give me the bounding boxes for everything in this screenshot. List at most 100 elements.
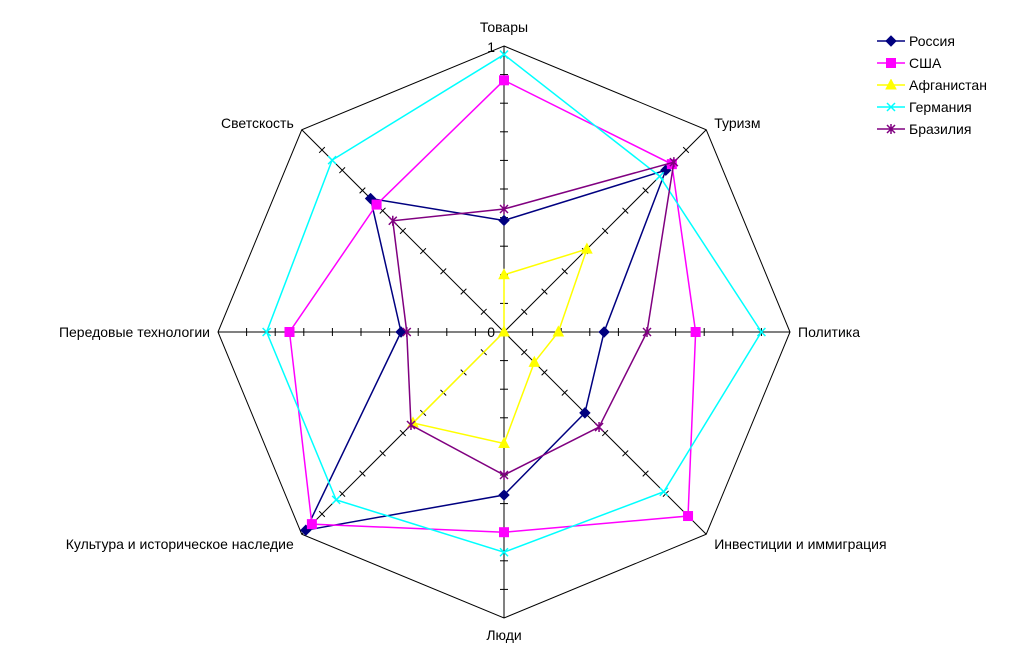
- axis-tick: [339, 167, 346, 174]
- axis-tick: [561, 389, 568, 396]
- legend-swatch: [877, 124, 905, 134]
- data-point-афганистан: [498, 436, 510, 449]
- data-point-россия: [885, 35, 897, 47]
- axis-tick: [379, 207, 386, 214]
- data-point-германия: [659, 487, 669, 497]
- data-point-германия: [262, 327, 272, 337]
- radar-frame: [217, 45, 791, 619]
- legend-label: Германия: [909, 99, 972, 115]
- data-point-германия: [886, 102, 896, 112]
- series-германия: [262, 50, 766, 557]
- data-point-россия: [395, 326, 407, 338]
- axis-tick: [318, 146, 326, 154]
- legend-swatch: [877, 58, 905, 68]
- data-point-сша: [499, 75, 509, 86]
- data-point-германия: [331, 495, 341, 505]
- data-point-бразилия: [388, 215, 398, 226]
- data-point-афганистан: [528, 355, 541, 367]
- axis-tick: [399, 429, 407, 437]
- data-point-россия: [579, 407, 591, 419]
- data-point-сша: [683, 511, 694, 522]
- axis-label-2: Туризм: [714, 115, 760, 131]
- data-point-сша: [371, 199, 382, 210]
- axis-tick: [359, 187, 366, 194]
- data-point-германия: [655, 171, 665, 181]
- axis-tick: [318, 510, 326, 518]
- data-point-германия: [756, 327, 766, 337]
- axis-tick: [622, 450, 629, 457]
- data-point-сша: [284, 327, 295, 337]
- series-россия: [300, 164, 672, 536]
- axis-tick: [480, 308, 487, 315]
- data-point-бразилия: [402, 327, 412, 337]
- tick-label-min: 0: [487, 324, 495, 340]
- data-point-бразилия: [499, 470, 509, 480]
- data-point-сша: [690, 327, 701, 337]
- data-point-германия: [327, 155, 337, 165]
- legend-label: Россия: [909, 33, 955, 49]
- data-point-сша: [306, 519, 317, 530]
- axis-tick: [521, 308, 528, 315]
- legend-label: Бразилия: [909, 121, 972, 137]
- legend-item-россия: Россия: [875, 30, 987, 52]
- axis-tick: [601, 429, 609, 437]
- axis-tick: [622, 207, 629, 214]
- data-point-россия: [498, 214, 510, 227]
- series-line-германия: [265, 53, 763, 554]
- data-point-германия: [499, 50, 509, 60]
- legend-item-афганистан: Афганистан: [875, 74, 987, 96]
- data-point-афганистан: [498, 325, 510, 337]
- legend-swatch: [877, 102, 905, 112]
- data-point-бразилия: [594, 422, 604, 433]
- axis-label-7: Передовые технологии: [59, 324, 210, 340]
- data-point-сша: [499, 527, 509, 538]
- axis-label-6: Культура и историческое наследие: [66, 536, 294, 552]
- data-point-афганистан: [498, 268, 510, 280]
- axis-tick: [642, 470, 649, 477]
- axis-label-1: Товары: [480, 19, 528, 35]
- data-point-афганистан: [581, 242, 593, 254]
- series-афганистан: [407, 242, 593, 449]
- axis-tick: [399, 227, 407, 235]
- axis-tick: [521, 349, 528, 356]
- series-бразилия: [388, 157, 679, 480]
- data-point-афганистан: [885, 79, 897, 90]
- legend-item-сша: США: [875, 52, 987, 74]
- data-point-бразилия: [499, 204, 509, 215]
- legend-label: США: [909, 55, 942, 71]
- tick-label-max: 1: [487, 39, 495, 55]
- axis-tick: [359, 470, 366, 477]
- axis-tick: [541, 288, 548, 295]
- axis-tick: [682, 146, 690, 154]
- data-point-бразилия: [886, 124, 896, 134]
- axis-label-5: Люди: [486, 627, 521, 643]
- axis-tick: [541, 369, 548, 376]
- axis-tick: [601, 227, 609, 235]
- axis-tick: [440, 268, 447, 275]
- axis-tick: [419, 247, 427, 255]
- axis-tick: [379, 450, 386, 457]
- legend-swatch: [877, 79, 905, 90]
- legend-item-германия: Германия: [875, 96, 987, 118]
- data-point-сша: [886, 58, 896, 68]
- axis-tick: [561, 268, 568, 275]
- data-point-бразилия: [406, 420, 416, 431]
- data-point-бразилия: [669, 157, 679, 168]
- axis-label-4: Инвестиции и иммиграция: [714, 536, 886, 552]
- data-point-россия: [498, 489, 510, 501]
- axis-label-8: Светскость: [221, 115, 294, 131]
- legend: Россия США Афганистан Германия Бразилия: [875, 30, 987, 140]
- legend-label: Афганистан: [909, 77, 987, 93]
- data-point-бразилия: [642, 327, 652, 337]
- data-point-германия: [499, 547, 509, 557]
- axis-label-3: Политика: [798, 324, 860, 340]
- axis-tick: [642, 187, 649, 194]
- axis-tick: [460, 288, 467, 295]
- axis-labels: 0 1 Товары Туризм Политика Инвестиции и иммиг…: [59, 19, 887, 643]
- series-сша: [284, 75, 701, 538]
- legend-swatch: [877, 35, 905, 47]
- data-point-россия: [598, 326, 610, 338]
- series-line-афганистан: [411, 247, 589, 445]
- legend-item-бразилия: Бразилия: [875, 118, 987, 140]
